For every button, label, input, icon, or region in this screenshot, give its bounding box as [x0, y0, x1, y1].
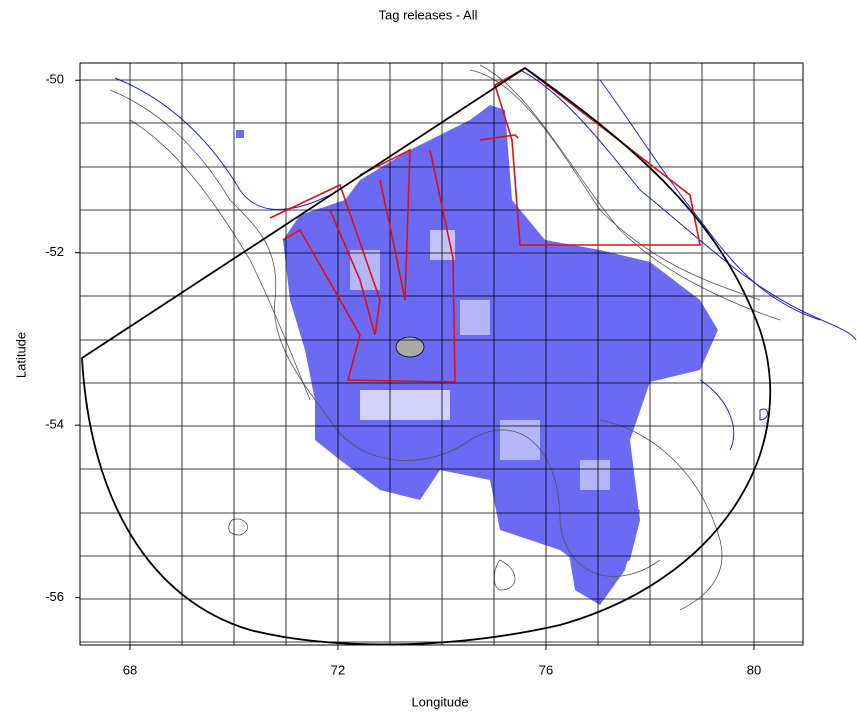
y-tick-label: -52	[45, 244, 64, 259]
cell-gaps	[350, 230, 610, 490]
x-tick-label: 76	[539, 662, 553, 677]
y-axis-label: Latitude	[13, 332, 28, 378]
x-tick-label: 80	[747, 662, 761, 677]
y-tick-label: -56	[45, 589, 64, 604]
x-tick-label: 68	[123, 662, 137, 677]
bathymetry	[109, 64, 857, 611]
plot-frame	[79, 62, 804, 646]
island	[395, 336, 425, 358]
boundary	[81, 66, 772, 646]
y-tick-label: -50	[45, 72, 64, 87]
tag-release-cells	[236, 105, 718, 605]
x-axis-label: Longitude	[411, 694, 468, 709]
management-areas	[269, 67, 701, 383]
chart-title: Tag releases - All	[379, 7, 478, 22]
x-tick-label: 72	[331, 662, 345, 677]
y-tick-label: -54	[45, 417, 64, 432]
